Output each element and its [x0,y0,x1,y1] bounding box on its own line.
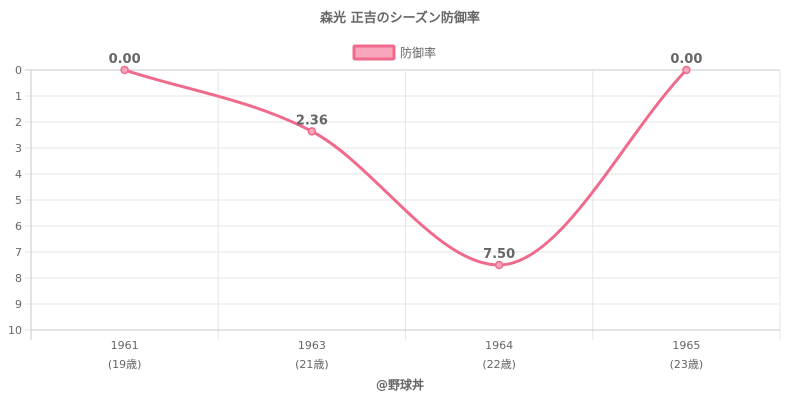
data-label: 7.50 [483,247,515,262]
x-tick-age-label: (21歳) [295,358,329,371]
x-tick-label: 1965 [672,339,700,352]
y-tick-label: 6 [15,220,22,233]
axes: 0 1 2 3 4 5 6 7 8 9 10 1961 (19歳) 1963 (21歳) 1964 (22歳) 1… [8,64,780,371]
y-tick-label: 0 [15,64,22,77]
y-tick-label: 8 [15,272,22,285]
legend-label: 防御率 [400,45,436,60]
data-point [682,65,691,75]
grid [25,69,781,340]
x-tick-label: 1964 [485,339,513,352]
x-tick-label: 1963 [298,339,326,352]
chart-title: 森光 正吉のシーズン防御率 [320,10,480,26]
data-label: 0.00 [109,52,141,67]
legend[interactable]: 防御率 [352,44,436,61]
y-tick-label: 4 [15,168,22,181]
y-tick-label: 7 [15,246,22,259]
credit-text: @野球丼 [376,377,424,392]
data-point [494,260,504,270]
x-tick-age-label: (23歳) [670,358,704,371]
series-line-era [123,68,688,267]
x-tick-label: 1961 [111,339,139,352]
x-tick-age-label: (19歳) [108,358,142,371]
data-label: 0.00 [670,52,702,67]
y-tick-label: 5 [15,194,22,207]
data-point [307,127,317,136]
y-tick-label: 2 [15,116,22,129]
data-label: 2.36 [296,113,328,128]
y-tick-label: 1 [15,90,22,103]
y-tick-label: 9 [15,298,22,311]
series-layer [120,65,691,270]
legend-swatch [352,44,396,61]
data-labels: 0.00 2.36 7.50 0.00 [109,52,703,262]
data-point [120,65,129,75]
y-tick-label: 10 [8,324,22,337]
y-tick-label: 3 [15,142,22,155]
x-tick-age-label: (22歳) [482,358,516,371]
